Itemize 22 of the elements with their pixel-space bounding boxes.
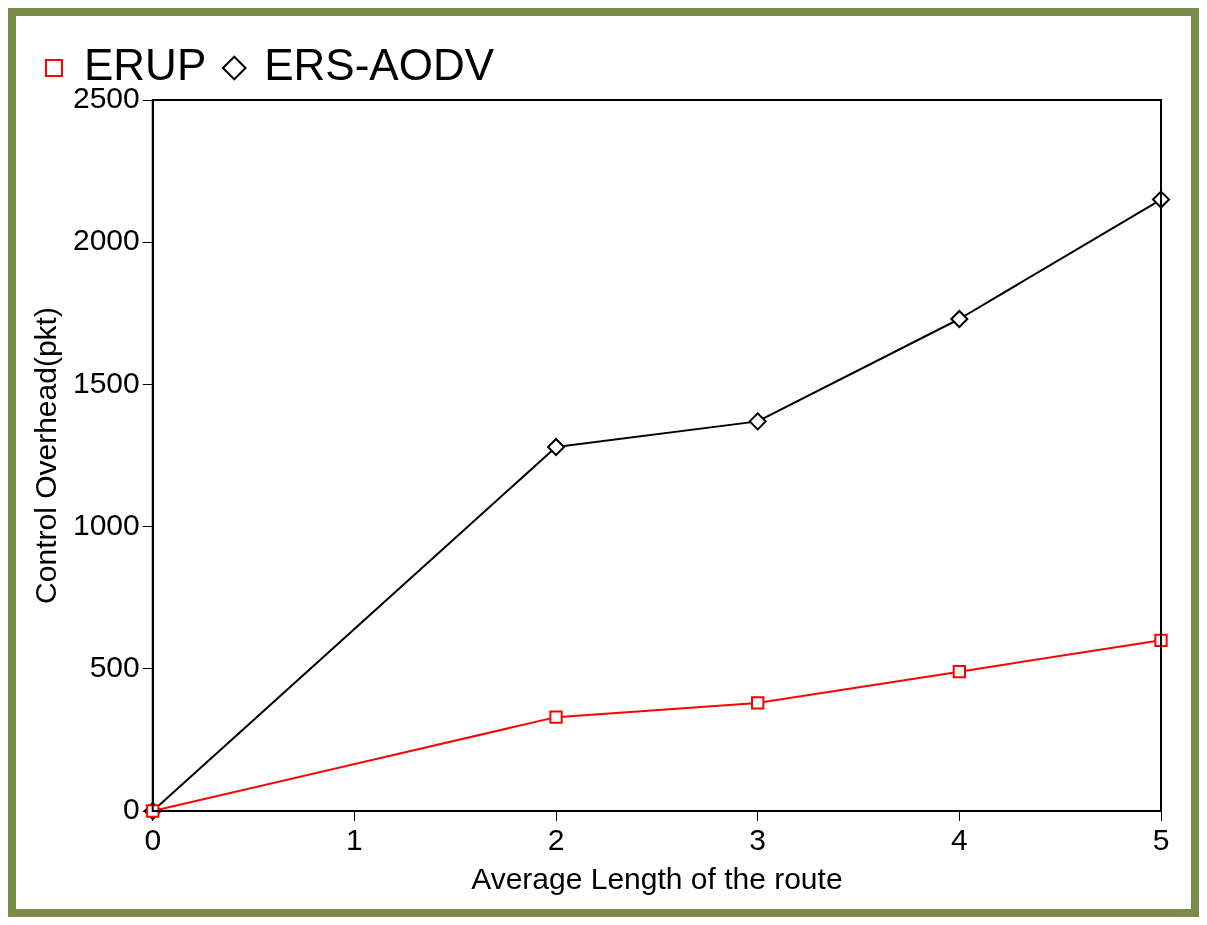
x-tick-label: 4 <box>951 823 968 857</box>
x-tick-label: 2 <box>547 823 565 857</box>
point <box>751 696 765 710</box>
x-tick-label: 0 <box>144 823 162 857</box>
x-tick-label: 1 <box>346 823 363 857</box>
y-tick-label: 2500 <box>72 81 140 115</box>
y-tick-label: 1000 <box>72 507 140 541</box>
point <box>952 664 967 679</box>
y-tick-label: 500 <box>89 650 140 684</box>
x-tick-label: 3 <box>749 823 767 857</box>
point <box>549 710 563 724</box>
point <box>950 309 969 328</box>
y-tick-label: 2000 <box>72 223 140 257</box>
legend-label: ERS-AODV <box>264 40 495 90</box>
point <box>547 437 566 456</box>
y-axis-title: Control Overhead(pkt) <box>29 307 63 604</box>
point <box>748 412 767 431</box>
point <box>1154 633 1168 648</box>
y-tick-label: 1500 <box>72 365 140 399</box>
x-axis-title: Average Length of the route <box>471 862 843 896</box>
x-tick-label: 5 <box>1152 823 1170 857</box>
y-tick-label: 0 <box>123 792 140 826</box>
